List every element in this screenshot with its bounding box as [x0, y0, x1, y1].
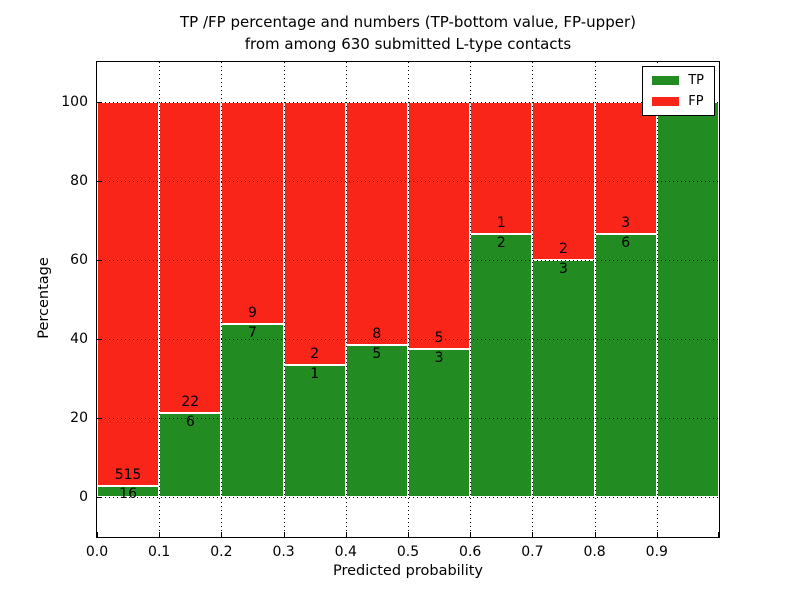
x-tick-mark	[283, 532, 285, 537]
bar-segment-tp	[283, 365, 346, 498]
bar-label-fp: 9	[248, 305, 257, 322]
bar-label-fp: 1	[496, 214, 506, 231]
v-gridline	[656, 62, 658, 537]
bar-segment-tp	[97, 485, 160, 498]
bar-segment-tp	[159, 412, 222, 498]
bar-segment-fp	[283, 101, 346, 366]
y-tick-label: 100	[61, 93, 88, 110]
v-gridline	[594, 62, 596, 537]
bar-label-tp: 6	[185, 413, 195, 430]
bar-segment-tp	[470, 233, 533, 498]
v-gridline	[345, 62, 347, 537]
bar-segment-tp	[221, 324, 284, 498]
x-tick-mark	[97, 532, 98, 537]
bar-label-fp: 2	[310, 346, 320, 363]
x-tick-label: 0.9	[645, 544, 668, 560]
chart-title-line2: from among 630 submitted L-type contacts	[244, 35, 572, 53]
bar-label-tp: 1	[310, 366, 320, 383]
tp-swatch-icon	[652, 76, 680, 85]
bar-label-tp: 3	[434, 349, 444, 366]
bar-segment-fp	[594, 101, 657, 234]
plot-area: 515162269721855312233614 TP FP	[96, 61, 720, 538]
y-tick-mark	[97, 101, 102, 103]
x-tick-mark	[594, 532, 596, 537]
x-tick-mark	[345, 532, 347, 537]
x-tick-label: 0.0	[85, 544, 109, 560]
v-gridline	[532, 62, 534, 537]
bar-segment-fp	[221, 101, 284, 325]
bar-segment-tp	[656, 101, 719, 498]
v-gridline	[470, 62, 472, 537]
bar-label-fp: 5	[434, 329, 444, 346]
legend-item-fp: FP	[652, 95, 704, 108]
bar-label-tp: 7	[248, 325, 257, 342]
bar-label-tp: 2	[496, 234, 506, 251]
bar-segment-fp	[159, 101, 222, 413]
bar-label-fp: 22	[181, 393, 200, 410]
chart-title: TP /FP percentage and numbers (TP-bottom…	[96, 11, 720, 55]
bar-segment-tp	[594, 233, 657, 498]
x-tick-mark	[656, 532, 658, 537]
x-tick-label: 0.2	[210, 544, 233, 560]
tick-marks-layer	[97, 62, 719, 537]
bar-segment-fp	[470, 101, 533, 234]
x-tick-mark	[718, 532, 719, 537]
bar-segment-fp	[408, 101, 471, 349]
y-tick-label: 40	[70, 331, 88, 348]
bar-label-fp: 515	[114, 466, 142, 483]
bar-segment-tp	[345, 345, 408, 498]
bar-label-fp: 2	[559, 240, 568, 257]
bar-label-fp: 3	[621, 214, 631, 231]
legend-item-tp: TP	[652, 74, 704, 87]
y-tick-mark	[97, 339, 102, 341]
bar-segment-tp	[408, 348, 471, 498]
legend: TP FP	[642, 66, 715, 116]
v-gridline	[408, 62, 409, 537]
bar-segment-fp	[97, 101, 160, 486]
bars-layer	[97, 62, 719, 537]
x-tick-mark	[221, 532, 223, 537]
x-tick-mark	[408, 532, 409, 537]
legend-label-fp: FP	[688, 94, 704, 109]
y-tick-label: 80	[70, 172, 88, 189]
chart-title-line1: TP /FP percentage and numbers (TP-bottom…	[180, 13, 636, 31]
bar-labels-layer: 515162269721855312233614	[97, 62, 719, 537]
bar-segment-tp	[532, 259, 595, 498]
bar-label-tp: 5	[372, 346, 382, 363]
bar-label-tp: 6	[621, 234, 631, 251]
x-tick-label: 0.8	[583, 544, 606, 560]
y-tick-mark	[97, 180, 102, 182]
y-tick-label: 20	[70, 410, 88, 427]
x-tick-label: 0.3	[272, 544, 295, 560]
x-axis-label: Predicted probability	[332, 563, 484, 579]
x-tick-mark	[470, 532, 472, 537]
y-tick-mark	[97, 418, 102, 420]
grid-layer	[97, 62, 719, 537]
y-tick-mark	[97, 259, 102, 261]
y-tick-mark	[97, 497, 102, 499]
bar-segment-fp	[345, 101, 408, 346]
fp-swatch-icon	[652, 97, 680, 106]
bar-label-tp: 3	[559, 260, 568, 277]
x-tick-label: 0.7	[521, 544, 544, 560]
bar-label-fp: 8	[372, 326, 382, 343]
v-gridline	[159, 62, 161, 537]
bar-label-tp: 16	[119, 486, 137, 503]
legend-label-tp: TP	[688, 73, 704, 88]
v-gridline	[221, 62, 223, 537]
x-tick-label: 0.4	[334, 544, 357, 560]
y-axis-label: Percentage	[36, 257, 52, 339]
y-tick-label: 0	[79, 489, 88, 506]
x-tick-label: 0.6	[459, 544, 482, 560]
x-tick-mark	[159, 532, 161, 537]
y-tick-label: 60	[70, 251, 88, 268]
x-tick-label: 0.1	[148, 544, 171, 560]
x-tick-label: 0.5	[396, 544, 420, 560]
v-gridline	[283, 62, 285, 537]
x-tick-mark	[532, 532, 534, 537]
